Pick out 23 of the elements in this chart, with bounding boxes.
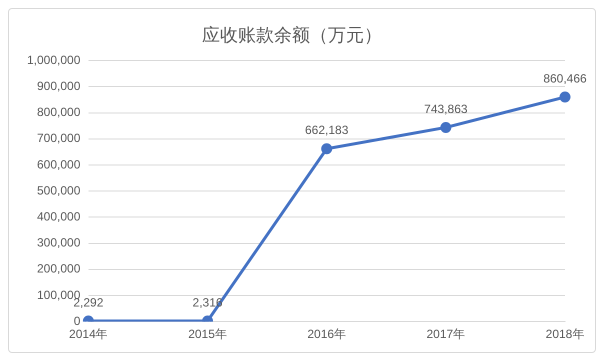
y-tick-label: 400,000 bbox=[36, 210, 81, 224]
data-label: 743,863 bbox=[424, 102, 468, 116]
data-label: 662,183 bbox=[304, 123, 349, 138]
x-tick-label: 2015年 bbox=[188, 327, 227, 342]
chart-title: 应收账款余额（万元） bbox=[202, 24, 382, 45]
y-tick-label: 300,000 bbox=[36, 236, 81, 250]
x-tick-label: 2018年 bbox=[546, 327, 584, 342]
x-tick-label: 2017年 bbox=[426, 327, 466, 342]
y-tick-label: 700,000 bbox=[36, 131, 81, 146]
y-tick-label: 900,000 bbox=[36, 79, 81, 94]
point bbox=[440, 122, 452, 133]
y-tick-label: 600,000 bbox=[36, 157, 81, 172]
y-tick-label: 500,000 bbox=[36, 183, 81, 198]
point bbox=[321, 143, 332, 154]
x-tick-label: 2016年 bbox=[307, 327, 346, 342]
point bbox=[560, 92, 570, 103]
y-tick-label: 800,000 bbox=[36, 105, 81, 120]
y-tick-label: 0 bbox=[74, 314, 81, 328]
x-tick-label: 2014年 bbox=[69, 327, 108, 342]
y-tick-label: 100,000 bbox=[36, 288, 81, 302]
y-tick-label: 200,000 bbox=[36, 262, 81, 276]
data-label: 860,466 bbox=[543, 71, 588, 86]
y-tick-label: 1,000,000 bbox=[26, 52, 81, 67]
